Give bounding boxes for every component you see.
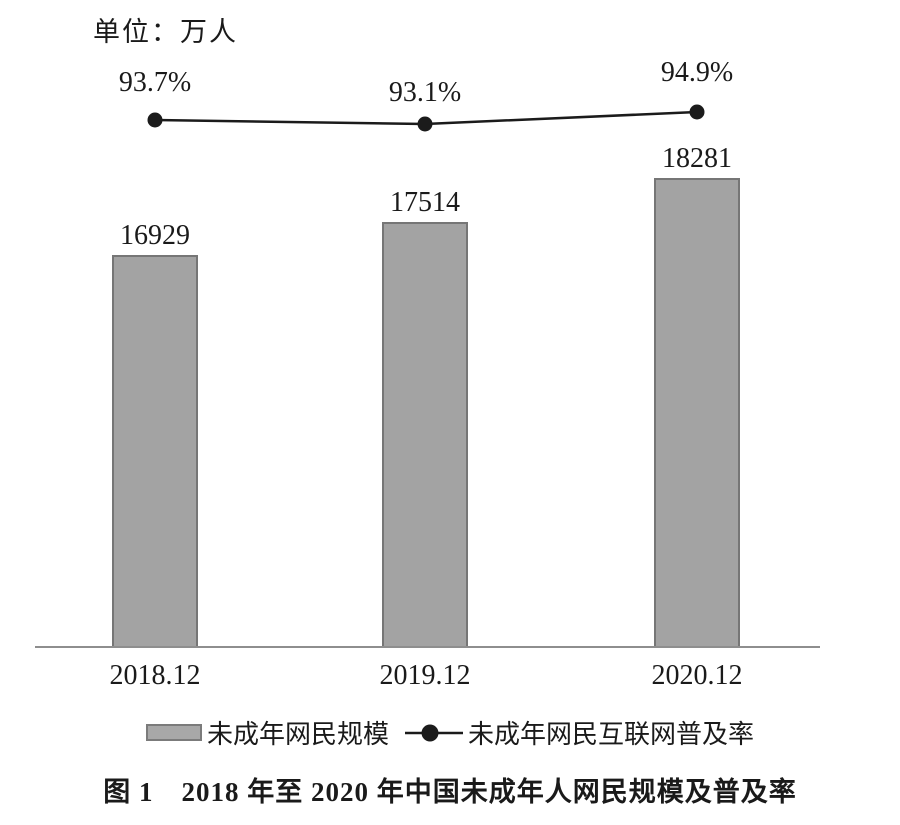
x-axis-tick-label: 2019.12	[379, 660, 471, 691]
bar-value-label: 16929	[120, 220, 190, 251]
penetration-value-label: 94.9%	[660, 56, 734, 88]
penetration-value-label: 93.1%	[388, 77, 462, 108]
legend-item-penetration-rate: 未成年网民互联网普及率	[405, 714, 754, 751]
legend-label: 未成年网民互联网普及率	[468, 720, 755, 749]
penetration-point-marker	[147, 112, 163, 128]
bar-netizen-scale	[112, 255, 198, 648]
x-axis-tick-label: 2018.12	[109, 660, 201, 691]
legend-item-netizen-scale: 未成年网民规模	[145, 714, 389, 751]
figure-caption: 图 1 2018 年至 2020 年中国未成年人网民规模及普及率	[103, 777, 797, 807]
penetration-point-marker	[689, 104, 705, 120]
legend: 未成年网民规模 未成年网民互联网普及率	[0, 714, 900, 751]
bar-value-label: 18281	[662, 142, 732, 174]
unit-label: 单位：万人	[93, 17, 238, 47]
line-legend-marker-icon	[405, 724, 463, 741]
penetration-value-label: 93.7%	[118, 66, 192, 98]
bar-legend-swatch-icon	[145, 724, 202, 741]
x-axis-line	[35, 646, 820, 648]
bar-netizen-scale	[654, 177, 740, 648]
bar-value-label: 17514	[390, 186, 460, 218]
legend-label: 未成年网民规模	[206, 720, 389, 749]
penetration-point-marker	[417, 116, 433, 132]
bar-netizen-scale	[382, 221, 468, 648]
penetration-line	[154, 110, 698, 126]
x-axis-tick-label: 2020.12	[651, 660, 743, 691]
